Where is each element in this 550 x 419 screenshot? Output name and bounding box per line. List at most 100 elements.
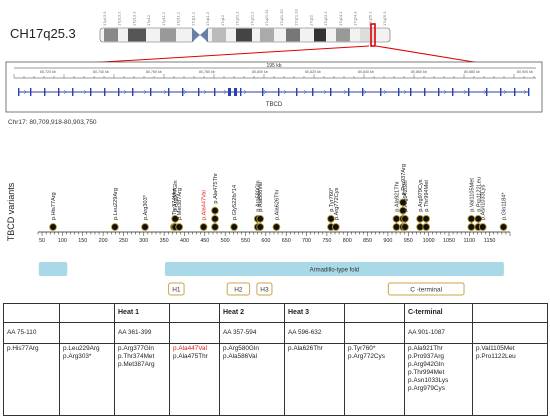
x-tick-label: 200 xyxy=(99,238,108,244)
table-variant-cell: p.Tyr760* p.Arg772Cys xyxy=(344,343,405,416)
scale-label: 195 kb xyxy=(266,63,281,69)
variant-marker xyxy=(230,223,238,231)
variant-label: p.Gly522fs*14 xyxy=(232,185,238,220)
strand-arrow xyxy=(83,89,87,95)
band-label: 17q21.33 xyxy=(294,9,299,26)
domain-label: Armadillo-type fold xyxy=(310,268,360,274)
variant-marker xyxy=(211,206,219,215)
exon xyxy=(330,88,332,96)
lollipop-plot: p.His77Arg p.Leu229Arg p.Arg303* p.Thr374Me… xyxy=(49,164,507,231)
variant-entry: p.Leu229Arg xyxy=(63,345,100,352)
table-header: Heat 3 xyxy=(284,303,345,323)
strand-arrow xyxy=(483,89,487,95)
table-variant-cell: p.Arg377Gln p.Thr374Met p.Met387Arg xyxy=(114,343,170,416)
table-header-row: Heat 1 Heat 2 Heat 3 C-terminal xyxy=(3,303,548,323)
variant-marker xyxy=(211,223,219,231)
zoom-line-left xyxy=(69,45,370,65)
exon xyxy=(30,88,32,96)
strand-arrow xyxy=(463,89,467,95)
exon xyxy=(312,88,314,96)
table-range: AA 901-1087 xyxy=(404,322,473,344)
exon xyxy=(58,88,60,96)
variant-marker xyxy=(199,223,208,231)
table-header xyxy=(472,303,548,323)
x-tick-label: 400 xyxy=(180,238,189,244)
variant-entry: p.His77Arg xyxy=(7,345,39,352)
band-label: 17q11.1 xyxy=(190,11,195,26)
y-axis-label: TBCD variants xyxy=(6,182,16,241)
variant-marker xyxy=(272,223,281,231)
variant-entry: p.Ala475Thr xyxy=(173,353,208,360)
coordinate-label: 80,860 kb xyxy=(411,70,427,74)
table-variant-cell: p.Val1105Met p.Pro1122Leu xyxy=(472,343,548,416)
variant-label: p.Arg580Gln xyxy=(256,180,262,211)
x-tick-label: 50 xyxy=(39,238,45,244)
exon xyxy=(118,88,120,96)
exon xyxy=(452,88,454,96)
table-header xyxy=(3,303,60,323)
variant-marker xyxy=(256,223,265,231)
variant-marker xyxy=(399,198,407,207)
x-tick-label: 150 xyxy=(78,238,87,244)
variant-label: p.Ala586Val xyxy=(258,182,264,212)
variant-entry: p.Ala921Thr xyxy=(408,345,443,352)
table-range-row: AA 75-110 AA 361-399 AA 357-594 AA 596-6… xyxy=(3,322,548,344)
variant-entry: p.Thr374Met xyxy=(118,353,155,360)
coordinate-label: 80,880 kb xyxy=(464,70,480,74)
table-variant-cell: p.His77Arg xyxy=(3,343,60,416)
table-header xyxy=(169,303,220,323)
variant-label: p.Gln1184* xyxy=(501,192,507,220)
table-header xyxy=(344,303,405,323)
table-range: AA 596-632 xyxy=(284,322,345,344)
strand-arrow xyxy=(503,89,507,95)
zoom-frame xyxy=(5,61,543,113)
table-range xyxy=(344,322,405,344)
subdomain-box xyxy=(168,282,185,296)
chromosome-band xyxy=(260,28,274,42)
x-tick-label: 950 xyxy=(404,238,413,244)
subdomain-label: H2 xyxy=(234,287,243,294)
domain-track: Armadillo-type fold H1 H2 H3 C -terminal xyxy=(38,262,504,296)
chromosome-band xyxy=(160,28,176,42)
coordinate-label: 80,780 kb xyxy=(199,70,215,74)
band-label: 17q23.2 xyxy=(323,11,328,26)
variant-table: Heat 1 Heat 2 Heat 3 C-terminal AA 75-11… xyxy=(3,303,548,416)
variant-label: p.Thr374Met xyxy=(172,188,178,220)
strand-arrow xyxy=(243,89,247,95)
centromere-left xyxy=(192,28,200,42)
variant-marker xyxy=(256,214,265,223)
table-range: AA 357-594 xyxy=(219,322,285,344)
chromosome-band xyxy=(212,28,226,42)
strand-arrow xyxy=(263,89,267,95)
strand-arrow xyxy=(363,89,367,95)
exon xyxy=(486,88,488,96)
table-variant-cell: p.Leu229Arg p.Arg303* xyxy=(59,343,115,416)
strand-arrow xyxy=(443,89,447,95)
band-label: 17p13.2 xyxy=(117,11,122,26)
band-label: 17p12 xyxy=(146,14,151,26)
variant-entry: p.Arg303* xyxy=(63,353,92,360)
band-label: 17q21.1 xyxy=(235,11,240,26)
variant-marker xyxy=(171,214,179,223)
variant-label: p.Ala475Thr xyxy=(213,173,219,204)
locus-title: CH17q25.3 xyxy=(10,26,76,41)
strand-arrow xyxy=(343,89,347,95)
x-tick-label: 850 xyxy=(363,238,372,244)
exon xyxy=(362,88,364,96)
variant-entry: p.Thr994Met xyxy=(408,369,445,376)
exon xyxy=(348,88,350,96)
table-header xyxy=(59,303,115,323)
table-variant-cell: p.Ala447Val p.Ala475Thr xyxy=(169,343,220,416)
variant-marker xyxy=(392,223,401,231)
variant-marker xyxy=(392,214,401,223)
variant-marker xyxy=(478,223,487,231)
variant-entry: p.Arg772Cys xyxy=(348,353,385,360)
tbcd-variant-figure: CH17q25.3 17p13.3 17p13.2 17p13.1 17p12 17p1… xyxy=(5,9,543,296)
exon xyxy=(168,88,170,96)
variant-label: p.Leu229Arg xyxy=(113,188,119,220)
variant-label: p.Ala447Val xyxy=(202,190,208,220)
variant-marker xyxy=(422,214,431,223)
exon xyxy=(500,88,502,96)
band-label: 17q25.3 xyxy=(382,11,387,26)
band-label: 17q24.1 xyxy=(338,11,343,26)
